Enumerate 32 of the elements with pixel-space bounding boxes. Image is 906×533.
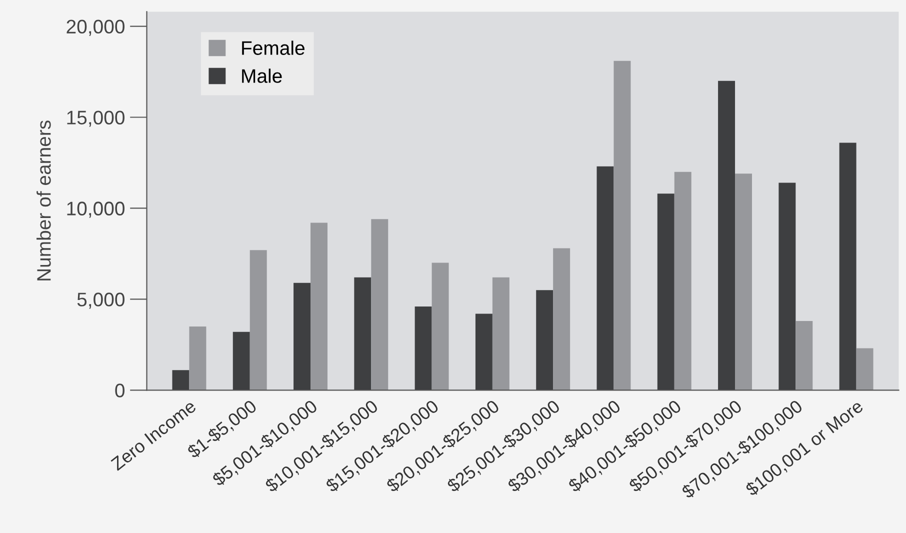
bar xyxy=(856,348,874,390)
bar xyxy=(674,172,692,390)
bar xyxy=(536,290,554,390)
bar xyxy=(432,262,449,390)
legend-label: Male xyxy=(242,68,282,83)
bar xyxy=(796,321,813,390)
bar xyxy=(475,314,492,390)
y-axis-title: Number of earners xyxy=(36,120,51,280)
y-tick-label: 0 xyxy=(115,384,124,398)
bar xyxy=(657,194,674,390)
bar xyxy=(735,174,752,390)
bar xyxy=(596,166,614,390)
bar xyxy=(778,182,796,390)
legend-label: Female xyxy=(242,40,304,55)
y-tick-label: 5,000 xyxy=(77,292,124,309)
y-tick-label: 15,000 xyxy=(67,110,124,127)
bar xyxy=(553,248,570,390)
bar xyxy=(492,277,510,390)
bar xyxy=(294,282,311,390)
bar xyxy=(189,326,206,390)
bar xyxy=(414,306,432,390)
y-tick-label: 20,000 xyxy=(66,20,124,36)
bar xyxy=(172,370,190,390)
bar xyxy=(354,277,372,390)
bar xyxy=(250,250,267,390)
bar xyxy=(718,80,736,390)
y-tick-label: 10,000 xyxy=(67,202,124,218)
bar xyxy=(310,222,328,390)
bar xyxy=(839,142,856,390)
bar xyxy=(371,219,388,390)
bar xyxy=(232,332,250,390)
bar xyxy=(614,60,631,390)
